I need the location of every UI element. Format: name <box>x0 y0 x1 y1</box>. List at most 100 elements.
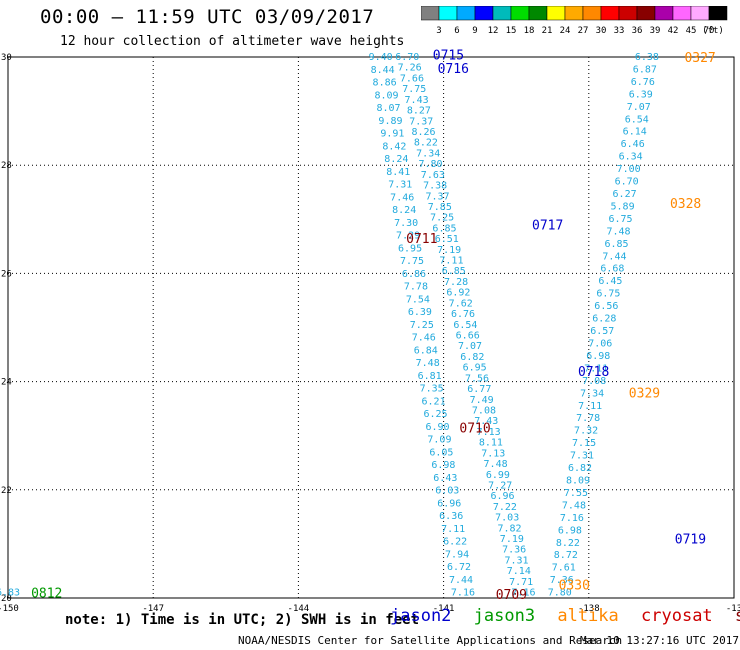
wave-height-value: 6.36 <box>439 511 463 522</box>
wave-height-value: 7.80 <box>418 159 442 170</box>
wave-height-value: 7.19 <box>437 245 461 256</box>
wave-height-value: 6.51 <box>435 234 459 245</box>
x-tick-label: -144 <box>288 604 310 614</box>
wave-height-value: 6.83 <box>0 588 20 599</box>
x-tick-label: -13 <box>726 604 740 614</box>
wave-height-value: 7.11 <box>578 401 602 412</box>
colorbar-label: 6 <box>454 26 459 36</box>
wave-height-value: 7.34 <box>580 388 604 399</box>
pass-time-label: 0328 <box>670 197 701 212</box>
wave-height-value: 8.26 <box>412 127 436 138</box>
wave-height-value: 7.11 <box>439 256 463 267</box>
wave-height-value: 6.43 <box>433 473 457 484</box>
wave-height-value: 7.32 <box>574 426 598 437</box>
wave-height-value: 6.66 <box>456 331 480 342</box>
wave-height-value: 7.34 <box>416 148 440 159</box>
wave-height-value: 7.46 <box>390 192 414 203</box>
wave-height-value: 6.75 <box>608 214 632 225</box>
colorbar-label: 12 <box>488 26 499 36</box>
wave-height-value: 7.28 <box>444 277 468 288</box>
wave-height-value: 8.42 <box>382 141 406 152</box>
wave-height-value: 8.22 <box>556 538 580 549</box>
colorbar-unit: (ft) <box>702 26 724 36</box>
wave-height-value: 7.27 <box>488 480 512 491</box>
x-tick-label: -138 <box>578 604 600 614</box>
wave-height-value: 6.76 <box>451 309 475 320</box>
wave-height-value: 7.61 <box>552 563 576 574</box>
colorbar-label: 18 <box>524 26 535 36</box>
wave-height-value: 7.44 <box>449 575 473 586</box>
wave-height-value: 7.49 <box>470 395 494 406</box>
wave-height-value: 6.75 <box>596 289 620 300</box>
page-subtitle: 12 hour collection of altimeter wave hei… <box>60 34 405 49</box>
wave-height-value: 6.85 <box>442 266 466 277</box>
wave-height-value: 6.85 <box>432 223 456 234</box>
wave-height-value: 6.54 <box>453 320 477 331</box>
pass-time-label: 0719 <box>675 532 706 547</box>
wave-height-value: 7.31 <box>504 555 528 566</box>
wave-height-value: 6.05 <box>429 447 453 458</box>
wave-height-value: 6.25 <box>423 409 447 420</box>
colorbar-label: 39 <box>650 26 661 36</box>
satellite-legend: jason2 jason3 altika cryosat s3a <box>390 606 740 626</box>
wave-height-value: 7.25 <box>430 213 454 224</box>
wave-height-value: 8.44 <box>371 65 395 76</box>
wave-height-value: 6.39 <box>629 89 653 100</box>
wave-height-value: 7.15 <box>572 438 596 449</box>
wave-height-value: 6.77 <box>467 384 491 395</box>
wave-height-value: 7.38 <box>423 181 447 192</box>
wave-height-value: 6.86 <box>402 269 426 280</box>
footer-credit: NOAA/NESDIS Center for Satellite Applica… <box>238 634 623 647</box>
wave-height-value: 6.56 <box>594 301 618 312</box>
y-tick-label: 24 <box>1 378 12 388</box>
wave-height-value: 6.68 <box>600 264 624 275</box>
colorbar-label: 27 <box>578 26 589 36</box>
wave-height-value: 8.24 <box>392 205 416 216</box>
legend-cryosat: cryosat <box>641 606 713 626</box>
wave-height-value: 6.99 <box>486 470 510 481</box>
colorbar-label: 21 <box>542 26 553 36</box>
wave-height-value: 6.46 <box>621 139 645 150</box>
x-tick-label: -147 <box>142 604 164 614</box>
pass-time-label: 0718 <box>578 365 609 380</box>
wave-height-value: 6.95 <box>463 363 487 374</box>
wave-height-value: 6.96 <box>437 498 461 509</box>
wave-height-value: 6.70 <box>395 52 419 63</box>
wave-height-value: 8.86 <box>373 78 397 89</box>
wave-height-value: 6.22 <box>443 537 467 548</box>
wave-height-colorbar: 3 6 9 12 15 18 21 24 27 30 33 36 39 42 45 70(ft) <box>421 6 728 36</box>
pass-time-label: 0709 <box>496 588 527 603</box>
wave-height-value: 6.54 <box>625 114 649 125</box>
wave-height-value: 6.96 <box>491 491 515 502</box>
wave-height-value: 9.89 <box>378 116 402 127</box>
legend-altika: altika <box>557 606 619 626</box>
y-tick-label: 28 <box>1 161 12 171</box>
wave-height-value: 6.70 <box>615 177 639 188</box>
wave-height-value: 7.43 <box>405 95 429 106</box>
wave-height-value: 7.75 <box>402 84 426 95</box>
pass-time-label: 0717 <box>532 219 563 234</box>
wave-height-value: 7.62 <box>449 298 473 309</box>
wave-height-value: 8.27 <box>407 106 431 117</box>
wave-height-value: 7.63 <box>421 170 445 181</box>
colorbar-label: 3 <box>436 26 441 36</box>
wave-height-value: 7.44 <box>602 251 626 262</box>
wave-height-value: 6.92 <box>446 288 470 299</box>
wave-height-value: 7.08 <box>582 376 606 387</box>
wave-height-value: 6.38 <box>635 52 659 63</box>
wave-height-value: 7.08 <box>472 405 496 416</box>
wave-height-value: 6.21 <box>422 396 446 407</box>
wave-height-value: 7.16 <box>560 513 584 524</box>
wave-height-value: 9.40 <box>369 52 393 63</box>
wave-height-value: 6.14 <box>623 127 647 138</box>
colorbar-swatch <box>708 6 728 21</box>
wave-height-value: 6.98 <box>558 525 582 536</box>
wave-height-value: 7.55 <box>564 488 588 499</box>
wave-height-value: 6.34 <box>619 152 643 163</box>
wave-height-value: 6.98 <box>431 460 455 471</box>
wave-height-value: 5.89 <box>611 201 635 212</box>
wave-height-value: 7.14 <box>507 566 531 577</box>
wave-height-value: 6.84 <box>414 345 438 356</box>
x-tick-label: -141 <box>433 604 455 614</box>
